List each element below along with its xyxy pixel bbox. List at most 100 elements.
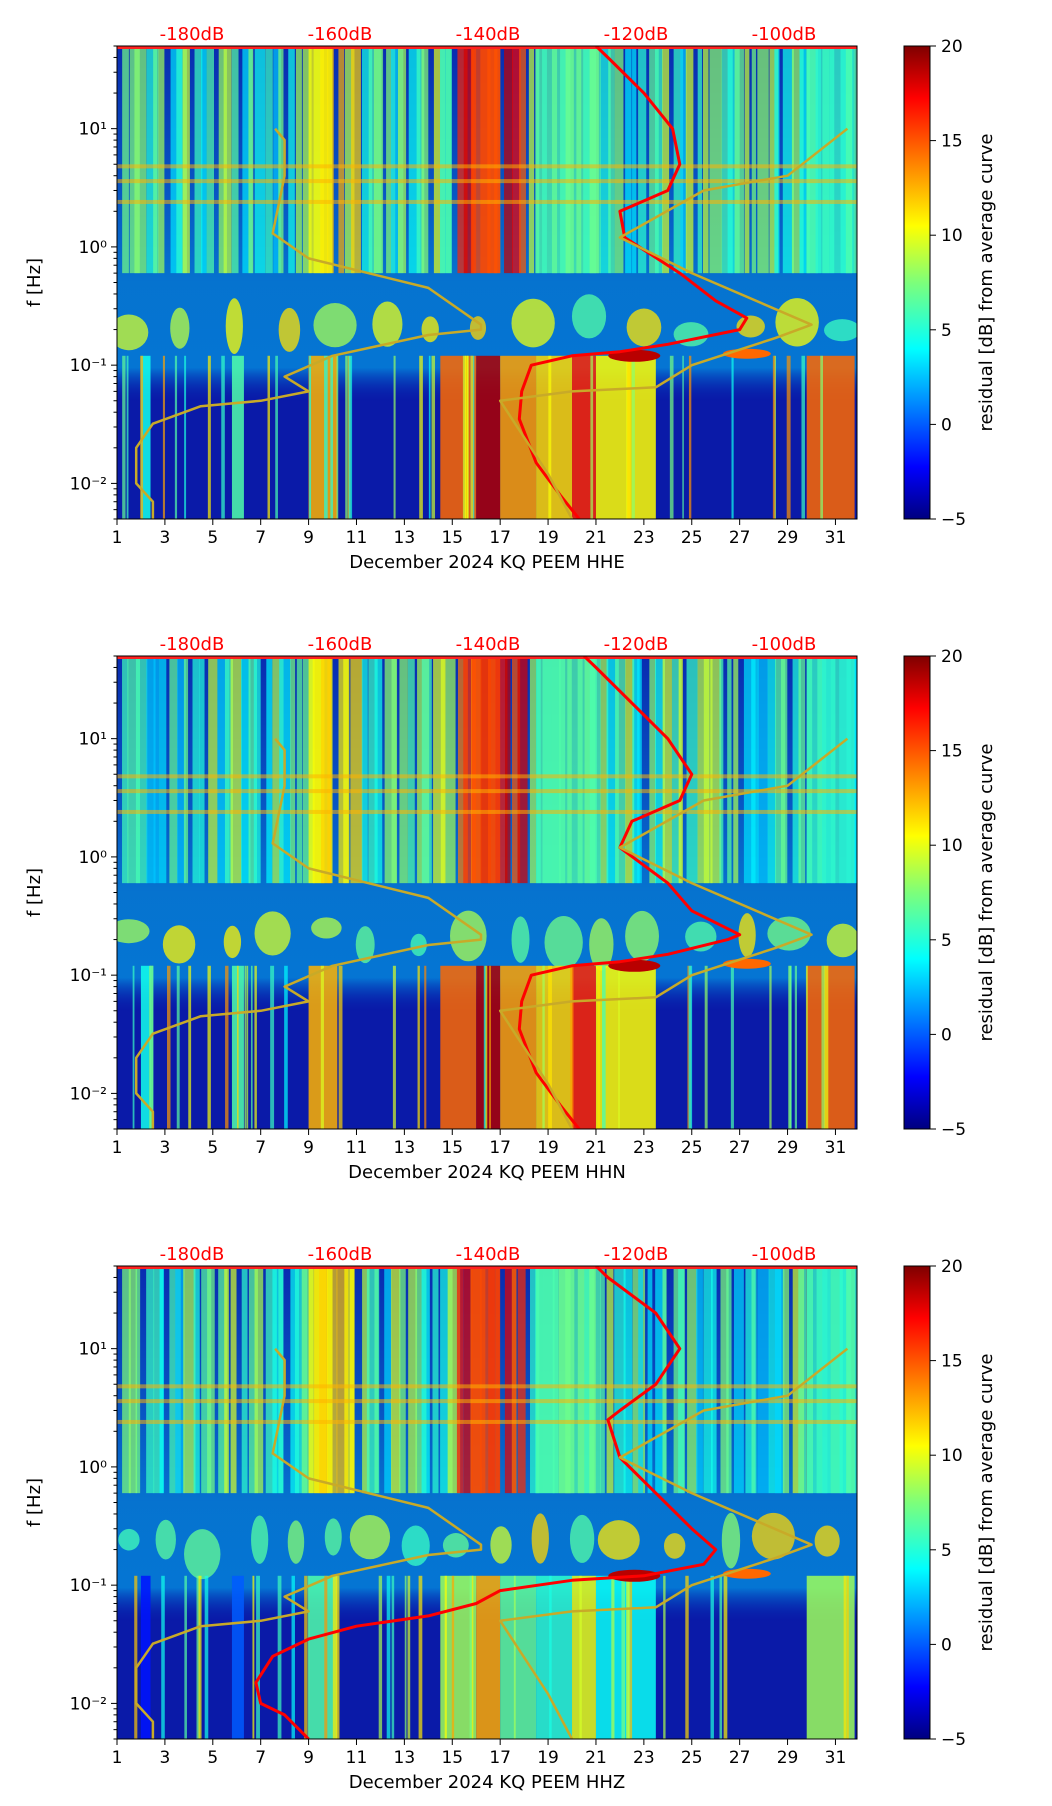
- spectrogram-streak: [464, 355, 469, 519]
- spectrogram-column: [806, 46, 855, 274]
- spectrogram-band: [117, 1384, 857, 1389]
- spectrogram-stripe: [511, 656, 521, 884]
- spectrogram-stripe: [158, 46, 165, 274]
- spectrogram-streak: [626, 1575, 630, 1739]
- spectrogram-stripe: [654, 46, 663, 274]
- x-tick-label: 7: [255, 528, 266, 548]
- x-tick-label: 13: [394, 528, 416, 548]
- spectrogram-streak: [821, 965, 825, 1129]
- spectrogram-stripe: [248, 656, 257, 884]
- y-tick-label: 10⁻¹: [70, 1576, 107, 1596]
- top-db-label: -140dB: [456, 1244, 521, 1265]
- noise-model-curve: [498, 127, 849, 519]
- spectrogram-streak: [244, 965, 247, 1129]
- spectrogram-stripe: [176, 46, 187, 274]
- spectrogram-streak: [424, 965, 427, 1129]
- spectrogram-stripe: [767, 656, 777, 884]
- spectrogram-streak: [730, 965, 734, 1129]
- colorbar-label: residual [dB] from average curve: [976, 743, 997, 1041]
- spectrogram-streak: [391, 1575, 395, 1739]
- x-tick-label: 19: [537, 528, 559, 548]
- x-tick-label: 9: [303, 528, 314, 548]
- spectrogram-stripe: [207, 1266, 215, 1494]
- colorbar: −5 0 5 10 15 20 residual [dB] from average cur…: [903, 1257, 997, 1750]
- spectrogram-stripe: [399, 656, 408, 884]
- spectrogram-stripe: [637, 656, 642, 884]
- spectrogram-streak: [843, 1575, 847, 1739]
- spectrogram-stripe: [615, 656, 626, 884]
- x-tick-label: 7: [255, 1748, 266, 1768]
- spectrogram-blob: [155, 1519, 176, 1560]
- spectrogram-stripe: [206, 46, 215, 274]
- spectrogram-streak: [418, 1575, 423, 1739]
- spectrogram-streak: [277, 1575, 282, 1739]
- spectrogram-blob: [118, 1528, 140, 1551]
- x-tick-label: 11: [346, 1138, 368, 1158]
- noise-model-curve: [498, 737, 849, 1129]
- top-db-label: -180dB: [160, 634, 225, 655]
- spectrogram-stripe: [608, 46, 615, 274]
- spectrogram-stripe: [775, 656, 786, 884]
- psd-curve: [517, 46, 749, 519]
- spectrogram-streak: [134, 1575, 138, 1739]
- spectrogram-stripe: [781, 656, 788, 884]
- spectrogram-streak: [204, 1575, 209, 1739]
- x-tick-label: 17: [489, 528, 511, 548]
- spectrogram-stripe: [230, 1266, 237, 1494]
- spectrogram-stripe: [703, 1266, 713, 1494]
- spectrogram-stripe: [344, 1266, 355, 1494]
- x-tick-label: 17: [489, 1748, 511, 1768]
- x-tick-label: 5: [207, 1748, 218, 1768]
- spectrogram-streak: [419, 355, 423, 519]
- colorbar-tick-label: 15: [941, 742, 963, 762]
- colorbar: −5 0 5 10 15 20 residual [dB] from average cur…: [903, 37, 997, 530]
- spectrogram-blob: [544, 916, 583, 969]
- spectrogram-column: [140, 1575, 151, 1739]
- spectrogram-streak: [237, 965, 239, 1129]
- spectrogram-column: [572, 355, 596, 519]
- spectrogram-stripe: [254, 46, 265, 274]
- spectrogram-stripe: [721, 46, 733, 274]
- spectrogram-stripe: [278, 1266, 284, 1494]
- spectrogram-blob: [569, 1514, 595, 1563]
- spectrogram-streak: [336, 355, 339, 519]
- spectrogram-band: [117, 1419, 857, 1424]
- colorbar-tick-label: −5: [941, 1730, 966, 1750]
- spectrogram-streak: [393, 355, 396, 519]
- spectrogram-stripe: [201, 1266, 212, 1494]
- x-tick-label: 31: [825, 1748, 847, 1768]
- spectrogram-stripe: [183, 1266, 196, 1494]
- spectrogram-streak: [548, 355, 552, 519]
- spectrogram-stripe: [362, 46, 373, 274]
- spectrogram-stripe: [135, 656, 148, 884]
- spectrogram-stripe: [182, 46, 190, 274]
- spectrogram-stripe: [774, 46, 780, 274]
- spectrogram-blob: [597, 1520, 640, 1560]
- x-tick-label: 19: [537, 1748, 559, 1768]
- spectrogram-column: [595, 1575, 656, 1739]
- spectrogram-stripe: [217, 656, 230, 884]
- spectrogram-stripe: [782, 1266, 790, 1494]
- spectrogram-stripe: [391, 656, 397, 884]
- spectrogram-streak: [820, 355, 823, 519]
- colorbar-tick-label: 15: [941, 132, 963, 152]
- spectrogram-streak: [122, 355, 126, 519]
- y-tick-label: 10⁰: [79, 848, 108, 868]
- spectrogram-blob: [278, 307, 301, 352]
- spectrogram-streak: [246, 965, 249, 1129]
- spectrogram-stripe: [175, 1266, 185, 1494]
- spectrogram-streak: [611, 1575, 615, 1739]
- spectrogram-blob: [170, 307, 190, 349]
- spectrogram-stripe: [751, 46, 756, 274]
- spectrogram-stripe: [146, 1266, 155, 1494]
- spectrogram-stripe: [655, 656, 665, 884]
- spectrogram-column: [476, 965, 501, 1129]
- spectrogram-stripe: [457, 656, 468, 884]
- spectrogram-band: [117, 774, 857, 779]
- spectrogram-streak: [198, 1575, 202, 1739]
- x-tick-label: 3: [159, 1748, 170, 1768]
- colorbar-tick-label: −5: [941, 510, 966, 530]
- spectrogram-stripe: [649, 656, 657, 884]
- spectrogram-stripe: [733, 656, 739, 884]
